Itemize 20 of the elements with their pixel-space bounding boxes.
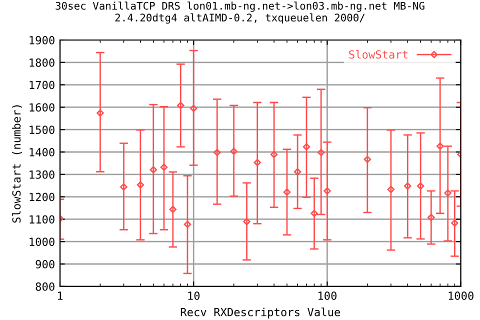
y-tick-label: 1800 <box>30 58 54 67</box>
y-tick-label: 1200 <box>30 192 54 202</box>
x-tick-label: 10 <box>188 292 200 300</box>
y-axis-title: SlowStart (number) <box>12 105 22 223</box>
y-tick-label: 900 <box>36 260 54 268</box>
x-axis-title: Recv RXDescriptors Value <box>180 308 340 318</box>
x-tick-label: 1 <box>58 292 63 300</box>
y-tick-label: 1000 <box>30 238 54 246</box>
x-tick-label: 100 <box>318 292 337 300</box>
y-tick-label: 1500 <box>30 126 54 134</box>
y-tick-label: 1600 <box>30 103 54 112</box>
y-tick-label: 1400 <box>30 148 54 156</box>
chart-title: 30sec VanillaTCP DRS lon01.mb-ng.net->lon03.mb-ng.net MB-NG 2.4.20dtg4 altAIMD-0.2, txqueuelen 2000/ <box>56 2 424 24</box>
y-tick-label: 1700 <box>30 80 54 90</box>
x-tick-label: 1000 <box>448 292 474 300</box>
y-tick-label: 1900 <box>30 36 54 44</box>
y-tick-label: 1100 <box>30 215 54 224</box>
y-tick-label: 1300 <box>30 170 54 179</box>
y-tick-label: 800 <box>36 282 54 291</box>
legend-label: SlowStart <box>349 50 408 59</box>
